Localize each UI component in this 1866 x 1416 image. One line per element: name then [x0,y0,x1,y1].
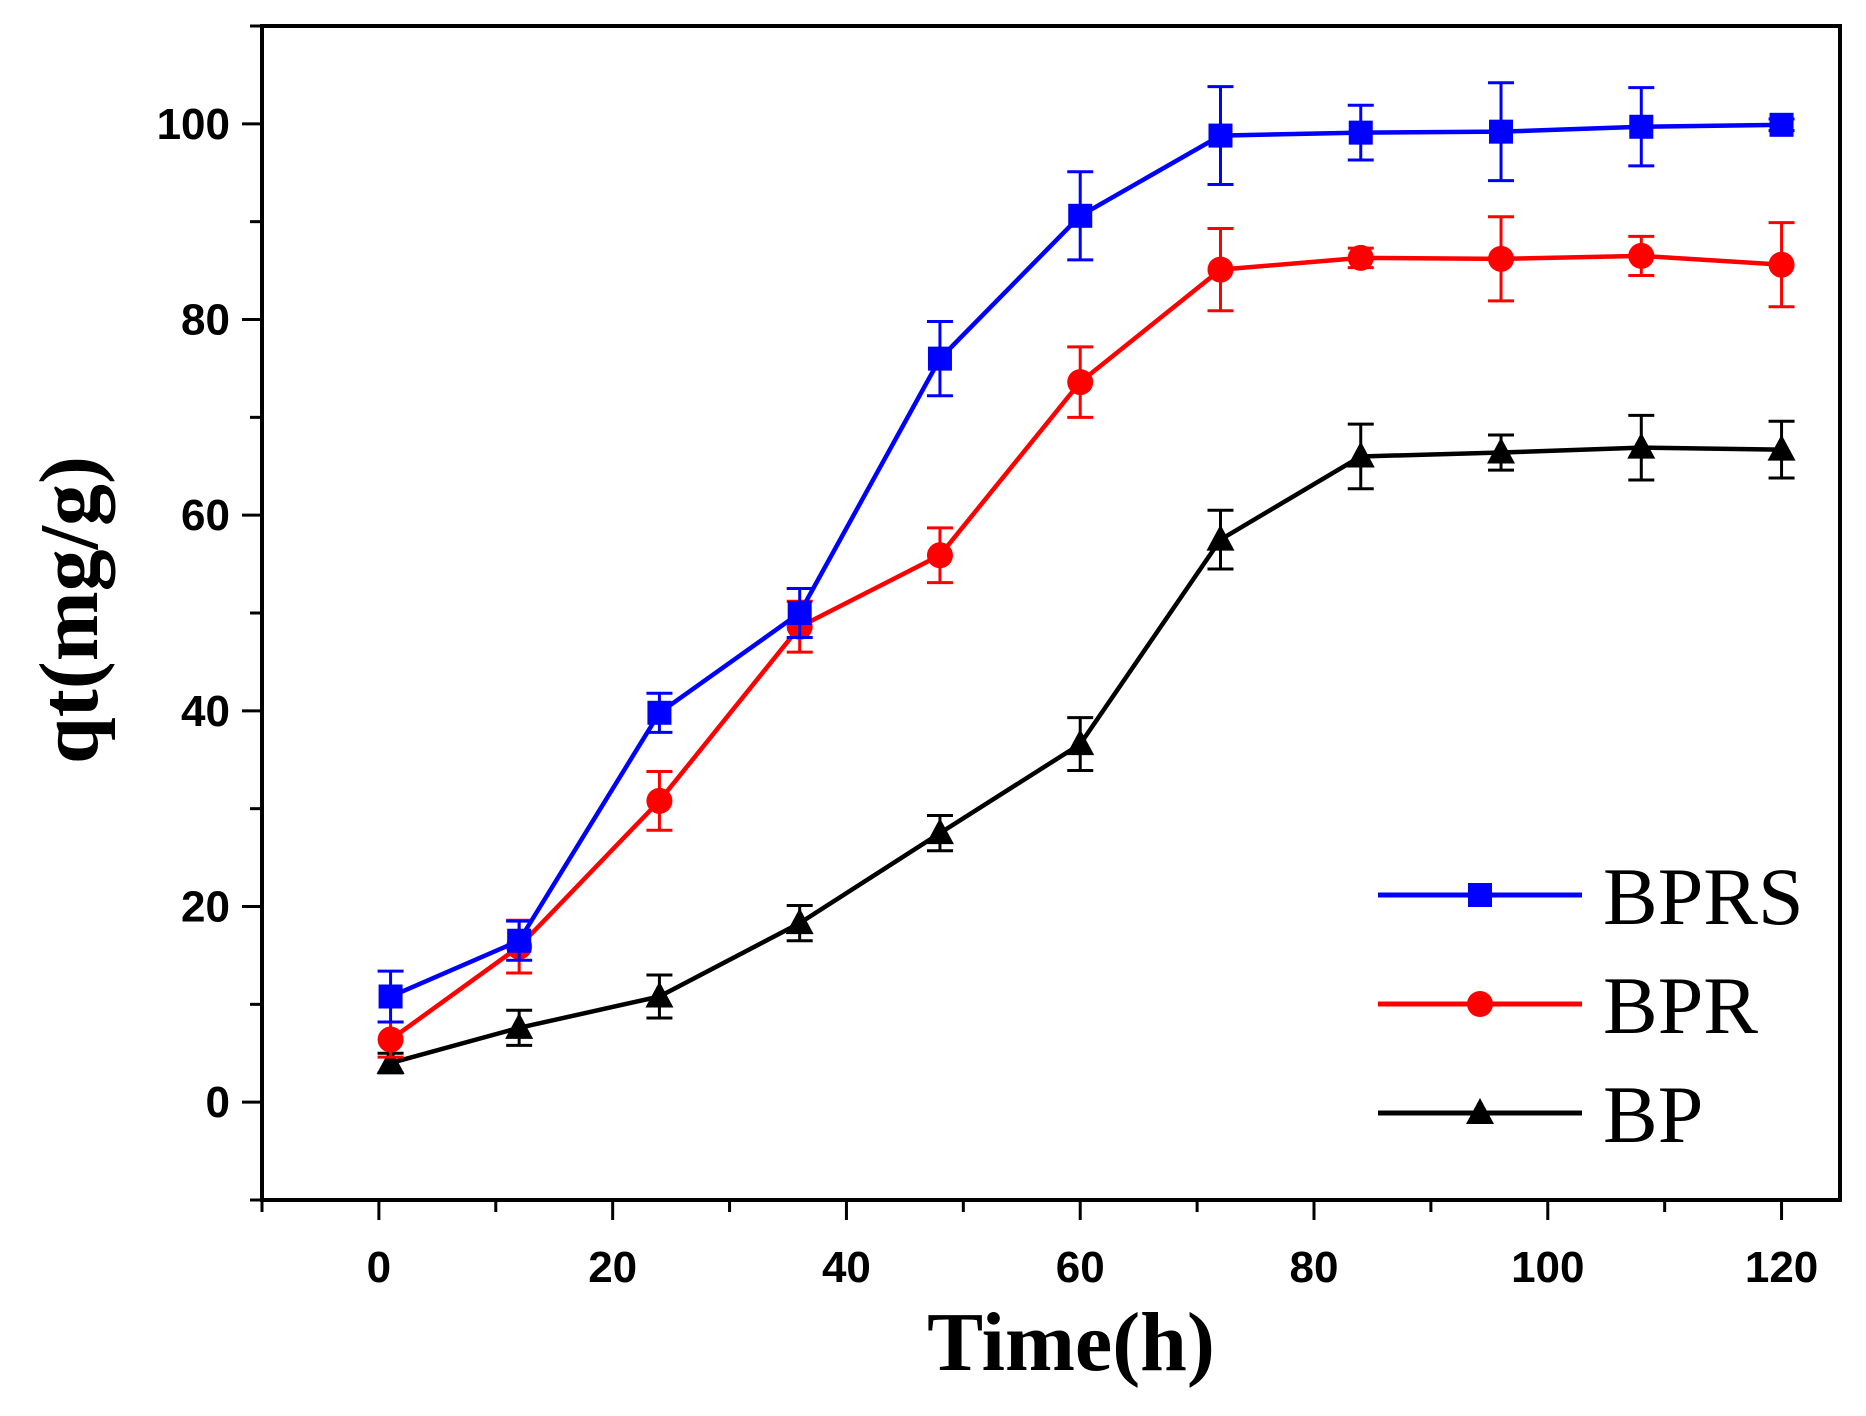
x-tick-label: 80 [1290,1243,1339,1292]
x-tick-label: 40 [822,1243,871,1292]
y-tick-label: 20 [181,883,230,932]
data-point [1489,119,1514,144]
data-point [378,984,403,1009]
data-point [645,981,674,1008]
data-point [505,1012,534,1039]
x-tick-label: 100 [1511,1243,1584,1292]
data-point [1628,242,1655,269]
y-tick-label: 40 [181,687,230,736]
legend-entry-bpr: BPR [1378,960,1758,1051]
x-tick-label: 120 [1745,1243,1818,1292]
series-layer [376,81,1796,1075]
data-point [507,928,532,953]
x-axis-title: Time(h) [927,1296,1215,1389]
data-point [1066,729,1095,756]
data-point [1767,434,1796,461]
x-tick-label: 60 [1056,1243,1105,1292]
data-point [1208,123,1233,148]
data-point [787,601,812,625]
legend-swatch-marker [1468,883,1492,907]
data-point [1346,441,1375,468]
legend-entry-bprs: BPRS [1378,851,1804,942]
data-point [1068,203,1093,228]
series-bp [376,413,1796,1075]
y-tick-label: 0 [206,1078,230,1127]
data-point [647,700,672,725]
series-bpr [377,215,1795,1059]
y-tick-label: 100 [157,100,230,149]
axes: 0 20 40 60 80 100 120 0 20 40 60 80 100 [157,24,1842,1292]
data-point [377,1026,404,1053]
legend-entry-bp: BP [1378,1069,1703,1160]
y-axis-title: qt(mg/g) [23,456,116,764]
series-bprs [377,81,1795,1024]
data-point [1769,112,1794,137]
legend: BPRS BPR BP [1378,851,1804,1160]
legend-swatch-marker [1466,1098,1494,1124]
x-tick-label: 0 [367,1243,391,1292]
data-point [1488,245,1515,272]
data-point [785,908,814,935]
y-tick-label: 80 [181,296,230,345]
data-point [1348,120,1373,145]
data-point [1487,437,1516,464]
data-point [927,346,952,371]
legend-swatch-marker [1467,991,1493,1017]
data-point [1768,251,1795,278]
data-point [926,542,953,569]
x-tick-label: 20 [588,1243,637,1292]
legend-label: BP [1603,1069,1703,1160]
legend-label: BPRS [1603,851,1804,942]
data-point [1629,114,1654,139]
data-point [1067,369,1094,396]
data-point [1206,524,1235,551]
data-point [1627,432,1656,459]
data-point [1347,244,1374,271]
data-point [646,787,673,814]
data-point [925,818,954,845]
y-tick-label: 60 [181,491,230,540]
legend-label: BPR [1603,960,1758,1051]
data-point [1207,256,1234,283]
data-point [376,1048,405,1075]
